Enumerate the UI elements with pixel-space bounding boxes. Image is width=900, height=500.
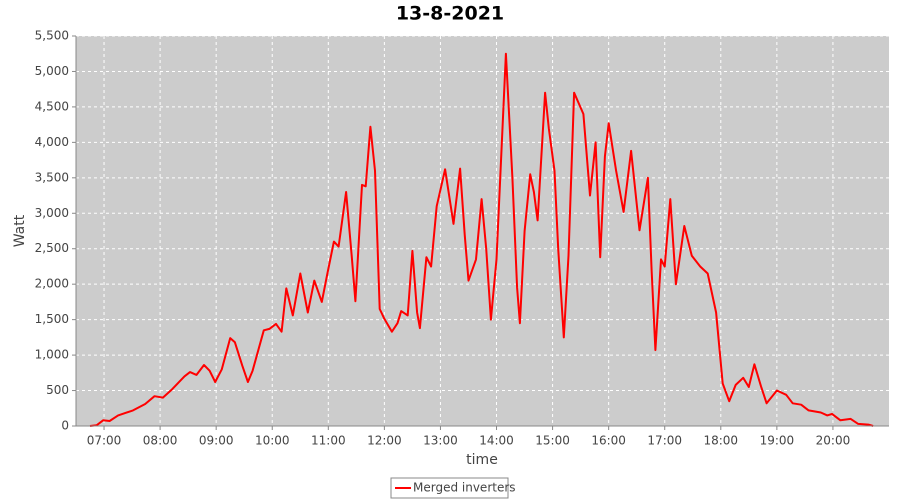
y-tick-label: 5,500 <box>35 29 69 43</box>
x-tick-label: 11:00 <box>311 434 346 448</box>
y-tick-label: 1,000 <box>35 348 69 362</box>
y-tick-label: 5,000 <box>35 64 69 78</box>
marks <box>89 52 874 427</box>
x-tick-label: 18:00 <box>703 434 738 448</box>
x-tick-label: 16:00 <box>591 434 626 448</box>
y-axis-title: Watt <box>12 214 28 247</box>
plot-area <box>76 36 889 426</box>
x-tick-label: 15:00 <box>535 434 570 448</box>
legend <box>390 477 509 499</box>
x-axis-title: time <box>466 452 498 468</box>
y-tick-label: 4,500 <box>35 99 69 113</box>
y-tick-label: 3,000 <box>35 206 69 220</box>
x-tick-label: 17:00 <box>647 434 682 448</box>
y-tick-label: 2,500 <box>35 241 69 255</box>
x-tick-label: 13:00 <box>423 434 458 448</box>
line <box>89 52 874 427</box>
y-tick-label: 3,500 <box>35 170 69 184</box>
x-tick-label: 09:00 <box>199 434 234 448</box>
grid <box>76 35 889 427</box>
y-tick-label: 500 <box>46 383 69 397</box>
x-tick-label: 14:00 <box>479 434 514 448</box>
x-tick-label: 08:00 <box>143 434 178 448</box>
chart-title: 13-8-2021 <box>396 3 504 25</box>
x-tick-label: 07:00 <box>87 434 122 448</box>
y-tick-label: 0 <box>61 419 69 433</box>
y-tick-label: 2,000 <box>35 277 69 291</box>
x-tick-label: 20:00 <box>816 434 851 448</box>
y-tick-label: 4,000 <box>35 135 69 149</box>
x-tick-label: 19:00 <box>760 434 795 448</box>
x-tick-label: 10:00 <box>255 434 290 448</box>
y-tick-label: 1,500 <box>35 312 69 326</box>
x-tick-label: 12:00 <box>367 434 402 448</box>
legend-label: Merged inverters <box>413 481 516 495</box>
